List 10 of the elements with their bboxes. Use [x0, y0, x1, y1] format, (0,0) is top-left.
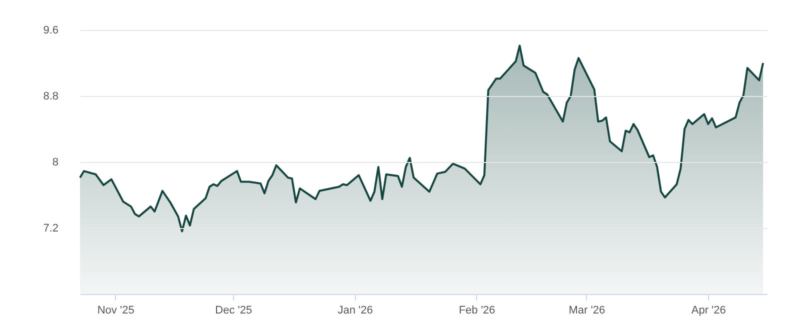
y-tick-label: 8.8 — [43, 90, 58, 102]
x-tick-label: Mar '26 — [568, 304, 606, 316]
x-tick-label: Apr '26 — [691, 304, 726, 316]
x-tick-label: Dec '25 — [215, 304, 252, 316]
x-tick-label: Jan '26 — [338, 304, 373, 316]
y-tick-label: 7.2 — [43, 222, 58, 234]
y-tick-label: 9.6 — [43, 24, 58, 36]
y-tick-label: 8 — [52, 156, 58, 168]
x-tick-label: Nov '25 — [97, 304, 134, 316]
x-tick-label: Feb '26 — [458, 304, 496, 316]
